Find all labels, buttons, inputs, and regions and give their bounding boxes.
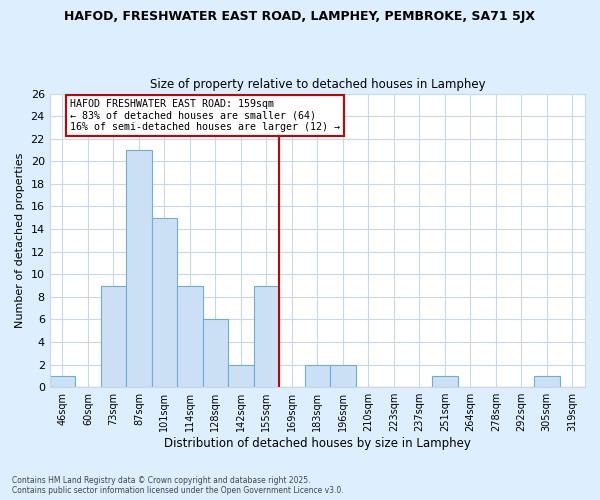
Bar [305,364,330,387]
Bar [50,376,75,387]
Bar [228,364,254,387]
Bar [432,376,458,387]
Bar [177,286,203,387]
Title: Size of property relative to detached houses in Lamphey: Size of property relative to detached ho… [149,78,485,91]
Bar [152,218,177,387]
Bar [126,150,152,387]
Bar [330,364,356,387]
Text: HAFOD FRESHWATER EAST ROAD: 159sqm
← 83% of detached houses are smaller (64)
16%: HAFOD FRESHWATER EAST ROAD: 159sqm ← 83%… [70,99,340,132]
Bar [254,286,279,387]
Bar [534,376,560,387]
Bar [101,286,126,387]
Y-axis label: Number of detached properties: Number of detached properties [15,152,25,328]
Bar [203,320,228,387]
Text: HAFOD, FRESHWATER EAST ROAD, LAMPHEY, PEMBROKE, SA71 5JX: HAFOD, FRESHWATER EAST ROAD, LAMPHEY, PE… [65,10,536,23]
Text: Contains HM Land Registry data © Crown copyright and database right 2025.
Contai: Contains HM Land Registry data © Crown c… [12,476,344,495]
X-axis label: Distribution of detached houses by size in Lamphey: Distribution of detached houses by size … [164,437,471,450]
